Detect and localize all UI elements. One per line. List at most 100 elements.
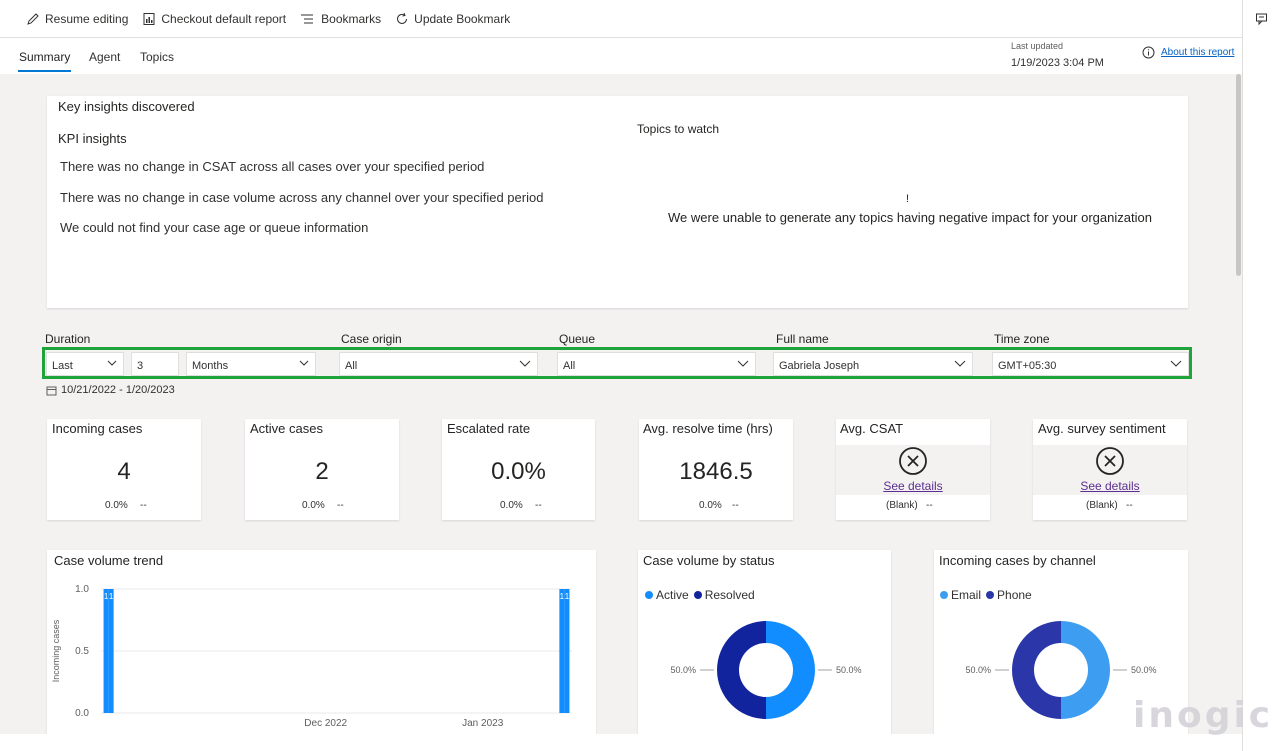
full-name-label: Full name bbox=[776, 332, 829, 346]
topics-to-watch-title: Topics to watch bbox=[637, 122, 720, 136]
chevron-down-icon bbox=[954, 360, 966, 367]
info-icon bbox=[1142, 46, 1155, 59]
queue-select[interactable]: All bbox=[557, 352, 756, 376]
error-circle-x-icon bbox=[1096, 447, 1124, 475]
duration-unit-value: Months bbox=[192, 360, 229, 372]
tab-topics[interactable]: Topics bbox=[140, 50, 175, 64]
legend-item-phone[interactable]: Phone bbox=[986, 588, 1032, 602]
checkout-default-report-button[interactable]: Checkout default report bbox=[142, 12, 286, 26]
tab-agent[interactable]: Agent bbox=[89, 50, 121, 64]
vertical-scrollbar-thumb[interactable] bbox=[1236, 74, 1241, 276]
trend-bar[interactable] bbox=[559, 589, 565, 713]
update-bookmark-label: Update Bookmark bbox=[414, 11, 511, 26]
kpi-change-incoming: 0.0% bbox=[105, 500, 128, 511]
donut-slice-phone[interactable] bbox=[1012, 621, 1061, 719]
report-tabs bbox=[0, 38, 1242, 74]
kpi-change-csat: (Blank) bbox=[886, 500, 918, 511]
legend-label-phone: Phone bbox=[997, 588, 1032, 602]
kpi-trend-csat: -- bbox=[926, 500, 933, 511]
csat-see-details-link[interactable]: See details bbox=[883, 479, 943, 493]
vertical-scrollbar-track[interactable] bbox=[1234, 74, 1242, 734]
tab-summary[interactable]: Summary bbox=[17, 50, 72, 72]
duration-unit-select[interactable]: Months bbox=[186, 352, 316, 376]
kpi-insights-title: KPI insights bbox=[58, 131, 127, 146]
pencil-icon bbox=[27, 12, 39, 25]
legend-item-active[interactable]: Active bbox=[645, 588, 689, 602]
case-origin-select[interactable]: All bbox=[339, 352, 538, 376]
case-volume-trend-card bbox=[47, 550, 596, 734]
channel-legend: Email Phone bbox=[940, 588, 1037, 602]
kpi-value-incoming: 4 bbox=[117, 458, 131, 485]
bookmarks-button[interactable]: Bookmarks bbox=[300, 12, 381, 26]
bar-data-label: 1 bbox=[560, 592, 565, 601]
queue-label: Queue bbox=[559, 332, 596, 346]
kpi-card-escalated-rate bbox=[442, 419, 595, 520]
duration-count-value: 3 bbox=[137, 360, 144, 372]
sentiment-see-details-link[interactable]: See details bbox=[1080, 479, 1140, 493]
date-range: 10/21/2022 - 1/20/2023 bbox=[46, 384, 175, 396]
duration-mode-value: Last bbox=[52, 360, 73, 372]
duration-count-input[interactable]: 3 bbox=[131, 352, 179, 376]
slice-value-label: 50.0% bbox=[670, 665, 696, 675]
report-icon bbox=[143, 12, 155, 25]
kpi-card-avg-resolve-time bbox=[639, 419, 793, 520]
sentiment-error-area bbox=[1033, 445, 1187, 495]
last-updated-value: 1/19/2023 3:04 PM bbox=[1011, 57, 1104, 69]
chevron-down-icon bbox=[519, 360, 531, 367]
comment-icon[interactable] bbox=[1255, 12, 1269, 26]
queue-value: All bbox=[563, 360, 576, 372]
resume-editing-label: Resume editing bbox=[45, 11, 129, 26]
resume-editing-button[interactable]: Resume editing bbox=[26, 12, 128, 26]
x-tick-label: Dec 2022 bbox=[304, 718, 347, 729]
key-insights-card bbox=[47, 96, 1188, 308]
trend-bar[interactable] bbox=[108, 589, 114, 713]
csat-error-area bbox=[836, 445, 990, 495]
kpi-change-sentiment: (Blank) bbox=[1086, 500, 1118, 511]
legend-item-email[interactable]: Email bbox=[940, 588, 981, 602]
chevron-down-icon bbox=[1170, 360, 1182, 367]
y-tick-label: 0.0 bbox=[75, 708, 89, 719]
chevron-down-icon bbox=[107, 360, 117, 366]
status-chart-title: Case volume by status bbox=[643, 553, 775, 568]
legend-dot-active bbox=[645, 591, 653, 599]
full-name-select[interactable]: Gabriela Joseph bbox=[773, 352, 973, 376]
chevron-down-icon bbox=[299, 360, 309, 366]
time-zone-value: GMT+05:30 bbox=[998, 360, 1057, 372]
full-name-value: Gabriela Joseph bbox=[779, 360, 860, 372]
kpi-insight-csat: There was no change in CSAT across all c… bbox=[60, 159, 485, 174]
bookmark-list-icon bbox=[301, 14, 314, 23]
kpi-insight-volume: There was no change in case volume acros… bbox=[60, 190, 544, 205]
donut-slice-active[interactable] bbox=[766, 621, 815, 719]
y-axis-label: Incoming cases bbox=[51, 619, 61, 682]
y-tick-label: 1.0 bbox=[75, 584, 89, 595]
refresh-icon bbox=[397, 12, 408, 24]
checkout-default-report-label: Checkout default report bbox=[161, 11, 287, 26]
case-origin-value: All bbox=[345, 360, 358, 372]
kpi-trend-resolve: -- bbox=[732, 500, 739, 511]
kpi-value-escalated: 0.0% bbox=[491, 458, 546, 485]
legend-label-resolved: Resolved bbox=[704, 588, 755, 602]
key-insights-title: Key insights discovered bbox=[58, 99, 195, 114]
trend-bar[interactable] bbox=[564, 589, 570, 713]
legend-item-resolved[interactable]: Resolved bbox=[693, 588, 755, 602]
kpi-change-resolve: 0.0% bbox=[699, 500, 722, 511]
about-report-link[interactable]: About this report bbox=[1142, 46, 1234, 59]
channel-chart-title: Incoming cases by channel bbox=[939, 553, 1096, 568]
case-volume-trend-title: Case volume trend bbox=[54, 553, 164, 568]
kpi-trend-incoming: -- bbox=[140, 500, 147, 511]
command-bar: Resume editing Checkout default report B… bbox=[0, 0, 1242, 38]
error-circle-x-icon bbox=[899, 447, 927, 475]
legend-dot-email bbox=[940, 591, 948, 599]
bottom-bar bbox=[0, 734, 1242, 751]
update-bookmark-button[interactable]: Update Bookmark bbox=[395, 12, 510, 26]
kpi-change-active: 0.0% bbox=[302, 500, 325, 511]
time-zone-select[interactable]: GMT+05:30 bbox=[992, 352, 1189, 376]
kpi-title-resolve: Avg. resolve time (hrs) bbox=[643, 421, 773, 436]
kpi-trend-active: -- bbox=[337, 500, 344, 511]
trend-bar[interactable] bbox=[103, 589, 109, 713]
duration-mode-select[interactable]: Last bbox=[46, 352, 124, 376]
donut-slice-email[interactable] bbox=[1061, 621, 1110, 719]
case-origin-label: Case origin bbox=[341, 332, 402, 346]
donut-slice-resolved[interactable] bbox=[717, 621, 766, 719]
